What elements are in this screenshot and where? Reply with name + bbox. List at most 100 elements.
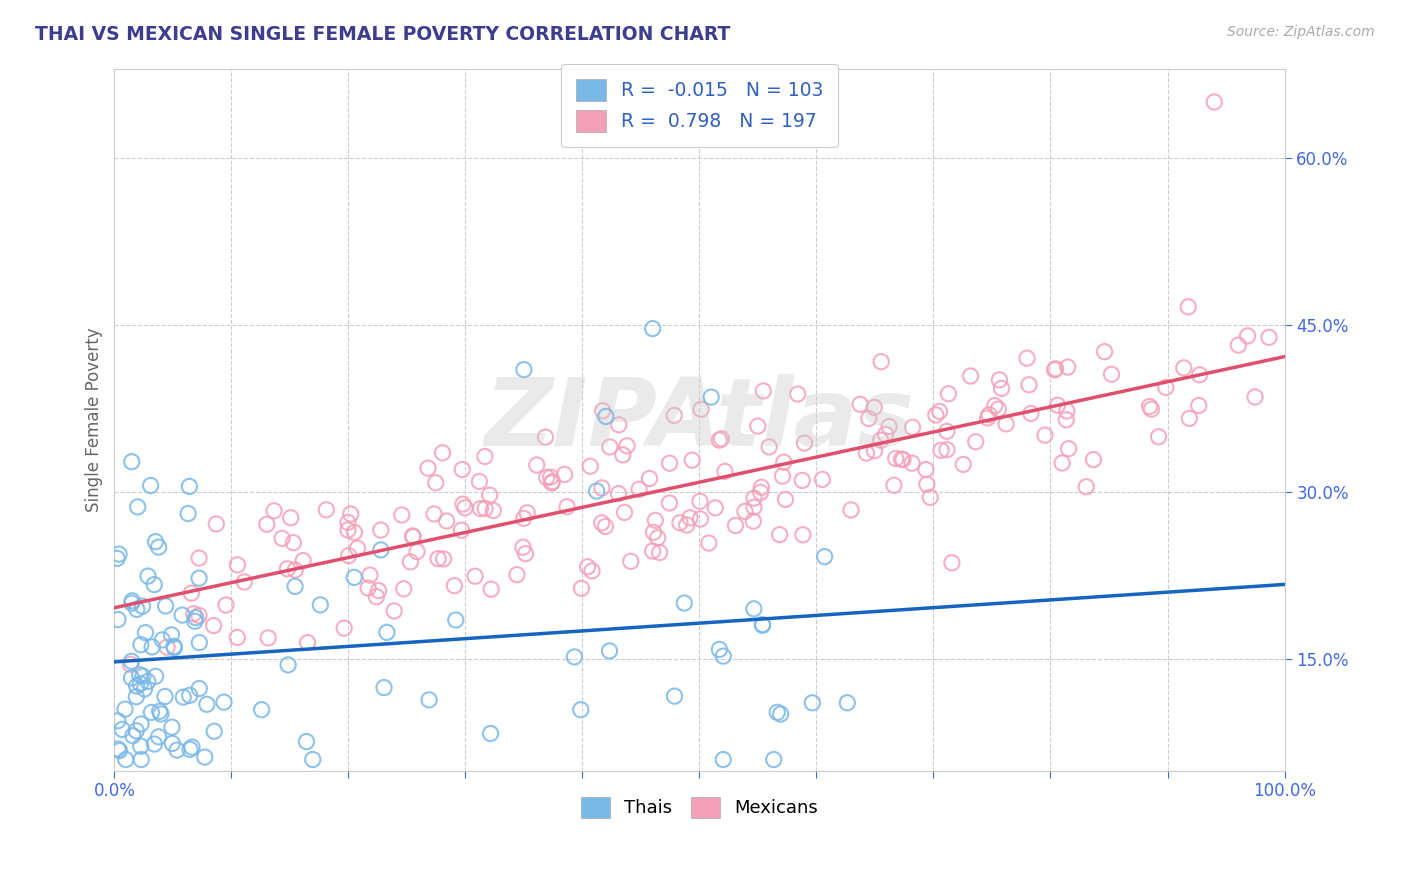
Point	[402, 529, 425, 543]
Point	[188, 681, 211, 696]
Point	[870, 354, 893, 368]
Point	[1050, 456, 1073, 470]
Point	[134, 625, 156, 640]
Point	[343, 570, 366, 584]
Point	[766, 706, 789, 720]
Point	[884, 451, 907, 466]
Point	[433, 552, 456, 566]
Point	[877, 419, 900, 434]
Y-axis label: Single Female Poverty: Single Female Poverty	[86, 327, 103, 512]
Point	[1178, 411, 1201, 425]
Point	[479, 726, 502, 740]
Point	[516, 506, 538, 520]
Point	[855, 446, 877, 460]
Point	[107, 613, 129, 627]
Point	[643, 525, 665, 540]
Point	[1154, 380, 1177, 394]
Point	[479, 582, 502, 597]
Point	[141, 706, 163, 720]
Point	[450, 523, 472, 537]
Point	[664, 409, 686, 423]
Point	[1094, 344, 1116, 359]
Point	[595, 409, 617, 424]
Point	[1056, 360, 1078, 375]
Point	[226, 631, 249, 645]
Point	[392, 582, 415, 596]
Point	[890, 452, 912, 467]
Point	[370, 543, 392, 558]
Point	[775, 492, 797, 507]
Point	[620, 554, 643, 568]
Point	[664, 689, 686, 703]
Point	[965, 434, 987, 449]
Point	[658, 496, 681, 510]
Point	[357, 581, 380, 595]
Point	[801, 696, 824, 710]
Point	[769, 527, 792, 541]
Point	[1076, 480, 1098, 494]
Point	[689, 512, 711, 526]
Point	[1188, 399, 1211, 413]
Point	[506, 567, 529, 582]
Point	[337, 549, 360, 563]
Point	[277, 657, 299, 672]
Point	[125, 679, 148, 693]
Text: ZIPAtlas: ZIPAtlas	[485, 374, 914, 466]
Point	[595, 519, 617, 533]
Point	[1018, 377, 1040, 392]
Point	[837, 696, 859, 710]
Point	[263, 504, 285, 518]
Point	[711, 753, 734, 767]
Point	[121, 455, 143, 469]
Point	[592, 403, 614, 417]
Point	[107, 714, 129, 728]
Point	[581, 564, 603, 578]
Point	[1236, 329, 1258, 343]
Point	[513, 511, 536, 525]
Point	[416, 461, 439, 475]
Point	[373, 681, 395, 695]
Point	[163, 640, 186, 655]
Point	[120, 657, 142, 672]
Point	[758, 440, 780, 454]
Point	[749, 485, 772, 500]
Point	[470, 501, 492, 516]
Point	[212, 695, 235, 709]
Point	[284, 579, 307, 593]
Point	[172, 690, 194, 704]
Point	[148, 540, 170, 554]
Point	[644, 513, 666, 527]
Point	[616, 439, 638, 453]
Point	[1244, 390, 1267, 404]
Point	[1045, 361, 1067, 376]
Point	[145, 534, 167, 549]
Point	[772, 455, 794, 469]
Point	[280, 510, 302, 524]
Point	[1139, 400, 1161, 414]
Point	[769, 706, 792, 721]
Point	[849, 397, 872, 411]
Point	[1056, 404, 1078, 418]
Point	[555, 500, 578, 514]
Point	[179, 479, 201, 493]
Point	[512, 540, 534, 554]
Point	[941, 556, 963, 570]
Point	[382, 604, 405, 618]
Point	[1188, 368, 1211, 382]
Point	[752, 384, 775, 398]
Point	[1173, 360, 1195, 375]
Point	[628, 482, 651, 496]
Point	[402, 530, 425, 544]
Point	[153, 690, 176, 704]
Point	[936, 442, 959, 457]
Point	[681, 453, 703, 467]
Point	[541, 475, 564, 489]
Point	[343, 525, 366, 540]
Point	[155, 599, 177, 613]
Point	[990, 381, 1012, 395]
Point	[1140, 402, 1163, 417]
Point	[149, 706, 172, 721]
Point	[641, 321, 664, 335]
Point	[128, 668, 150, 682]
Point	[188, 608, 211, 623]
